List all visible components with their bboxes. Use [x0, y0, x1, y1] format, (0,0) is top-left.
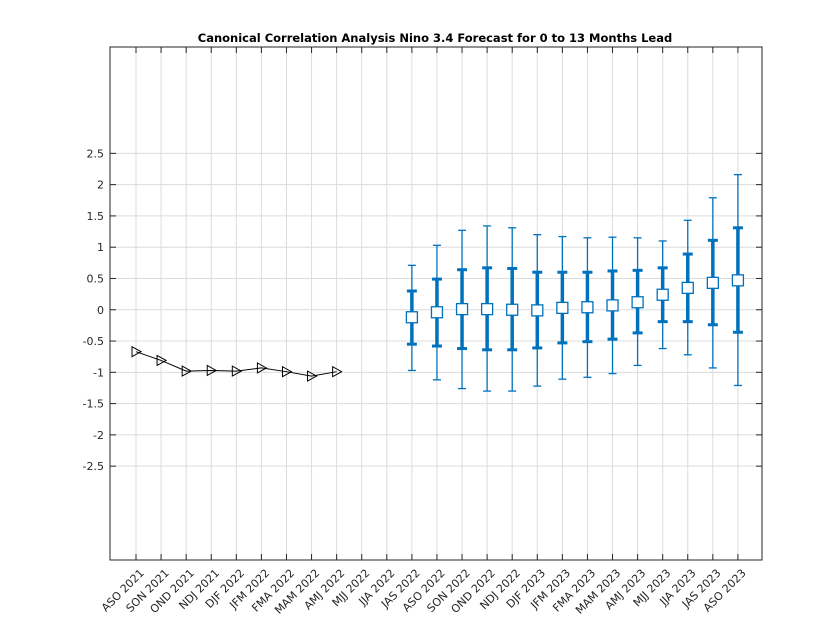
forecast-series: [405, 173, 745, 392]
observed-marker: [131, 345, 143, 358]
y-tick-label: 0: [97, 304, 104, 317]
y-tick-label: -2.5: [83, 460, 104, 473]
observed-marker: [307, 370, 318, 382]
forecast-marker: [731, 274, 745, 287]
y-tick-label: 2.5: [87, 147, 105, 160]
forecast-marker: [606, 299, 619, 312]
y-tick-label: -1: [93, 366, 104, 379]
forecast-marker: [556, 301, 569, 315]
forecast-marker: [506, 303, 519, 316]
forecast-marker: [656, 288, 669, 301]
observed-marker: [181, 365, 193, 377]
forecast-marker: [706, 276, 719, 290]
observed-marker: [256, 362, 268, 374]
observed-marker: [156, 354, 168, 367]
y-tick-label: 0.5: [87, 272, 105, 285]
observed-series: [131, 345, 343, 382]
forecast-marker: [455, 302, 469, 316]
forecast-marker: [681, 281, 694, 295]
observed-marker: [231, 365, 243, 377]
plot-frame: [109, 46, 763, 561]
forecast-marker: [480, 302, 494, 316]
y-tick-label: 1: [97, 241, 104, 254]
chart-title: Canonical Correlation Analysis Nino 3.4 …: [198, 31, 672, 45]
observed-marker: [281, 365, 293, 378]
forecast-marker: [405, 311, 419, 324]
y-tick-label: -2: [93, 429, 104, 442]
observed-marker: [206, 364, 218, 377]
forecast-marker: [631, 296, 644, 309]
observed-line: [135, 351, 337, 377]
y-tick-label: 1.5: [87, 210, 105, 223]
observed-marker: [332, 365, 343, 378]
y-tick-label: 2: [97, 179, 104, 192]
forecast-marker: [430, 306, 444, 319]
y-tick-label: -1.5: [83, 398, 104, 411]
y-tick-label: -0.5: [83, 335, 104, 348]
forecast-marker: [531, 304, 544, 317]
y-axis-ticks: 2.5 2 1.5 1 0.5 0 -0.5 -1 -1.5 -2 -2.5: [83, 147, 762, 473]
forecast-marker: [581, 301, 594, 314]
